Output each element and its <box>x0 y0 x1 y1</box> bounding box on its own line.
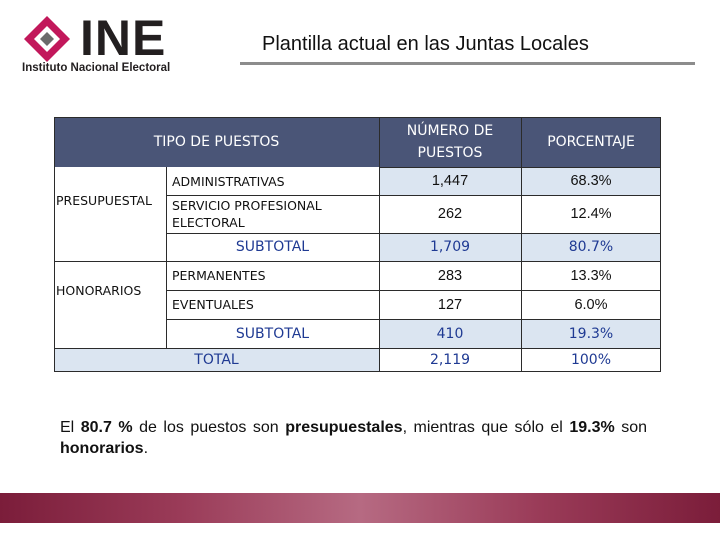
grid-line <box>54 261 661 262</box>
row-permanentes-porcentaje: 13.3% <box>570 267 612 284</box>
row-spe-tipo: SERVICIO PROFESIONAL ELECTORAL <box>172 198 322 230</box>
grid-line <box>660 117 661 372</box>
note-text: de los puestos son <box>132 419 286 436</box>
note-text: son <box>614 419 648 436</box>
row-administrativas-numero: 1,447 <box>379 167 521 195</box>
grid-line <box>54 117 55 372</box>
row-eventuales-numero: 127 <box>437 296 463 313</box>
grid-line <box>521 117 522 372</box>
header-porcentaje: PORCENTAJE <box>521 117 661 167</box>
grid-line <box>54 348 661 349</box>
total-numero: 2,119 <box>429 352 471 368</box>
row-permanentes-numero: 283 <box>437 267 463 284</box>
total-label: TOTAL <box>54 348 379 372</box>
note-honorarios: honorarios <box>60 440 144 457</box>
logo-text: INE <box>80 10 167 66</box>
row-permanentes-tipo: PERMANENTES <box>172 268 266 283</box>
subtotal-presupuestal-label: SUBTOTAL <box>235 239 310 255</box>
title-underline <box>240 62 695 65</box>
grid-line <box>379 117 380 372</box>
grid-line <box>166 290 661 291</box>
note-pct-presupuestal: 80.7 % <box>80 419 133 436</box>
ine-logo-mark-icon <box>24 16 70 62</box>
note-presupuestales: presupuestales <box>285 419 403 436</box>
note-text: , mientras que sólo el <box>402 419 570 436</box>
header-numero-puestos: NÚMERO DE PUESTOS <box>379 117 521 167</box>
row-eventuales-porcentaje: 6.0% <box>574 296 608 313</box>
note-text: . <box>143 440 149 457</box>
row-eventuales-tipo: EVENTUALES <box>172 297 254 312</box>
grid-line <box>379 167 661 168</box>
note-pct-honorarios: 19.3% <box>569 419 615 436</box>
note-text: El <box>60 419 81 436</box>
total-porcentaje: 100% <box>570 352 612 368</box>
grid-line <box>166 167 167 348</box>
grid-line <box>54 117 661 118</box>
subtotal-honorarios-porcentaje: 19.3% <box>521 319 661 348</box>
grid-line <box>166 233 661 234</box>
logo-subtitle: Instituto Nacional Electoral <box>22 62 171 74</box>
subtotal-honorarios-label: SUBTOTAL <box>235 325 310 342</box>
page-title: Plantilla actual en las Juntas Locales <box>262 33 589 55</box>
grid-line <box>166 319 661 320</box>
subtotal-presupuestal-numero: 1,709 <box>379 233 521 261</box>
row-spe-numero: 262 <box>437 206 463 222</box>
row-administrativas-porcentaje: 68.3% <box>521 167 661 195</box>
row-administrativas-tipo: ADMINISTRATIVAS <box>172 173 285 189</box>
subtotal-presupuestal-porcentaje: 80.7% <box>521 233 661 261</box>
summary-note: El 80.7 % de los puestos son presupuesta… <box>60 417 647 459</box>
grid-line <box>166 195 661 196</box>
subtotal-honorarios-numero: 410 <box>379 319 521 348</box>
footer-band <box>0 493 720 523</box>
group-honorarios: HONORARIOS <box>56 282 142 298</box>
group-presupuestal: PRESUPUESTAL <box>56 192 152 208</box>
ine-logo: INE Instituto Nacional Electoral <box>22 12 212 76</box>
header-tipo-puestos: TIPO DE PUESTOS <box>54 117 379 167</box>
staffing-table: TIPO DE PUESTOS NÚMERO DE PUESTOS PORCEN… <box>54 117 661 372</box>
grid-line <box>54 371 661 372</box>
row-spe-porcentaje: 12.4% <box>570 206 612 222</box>
